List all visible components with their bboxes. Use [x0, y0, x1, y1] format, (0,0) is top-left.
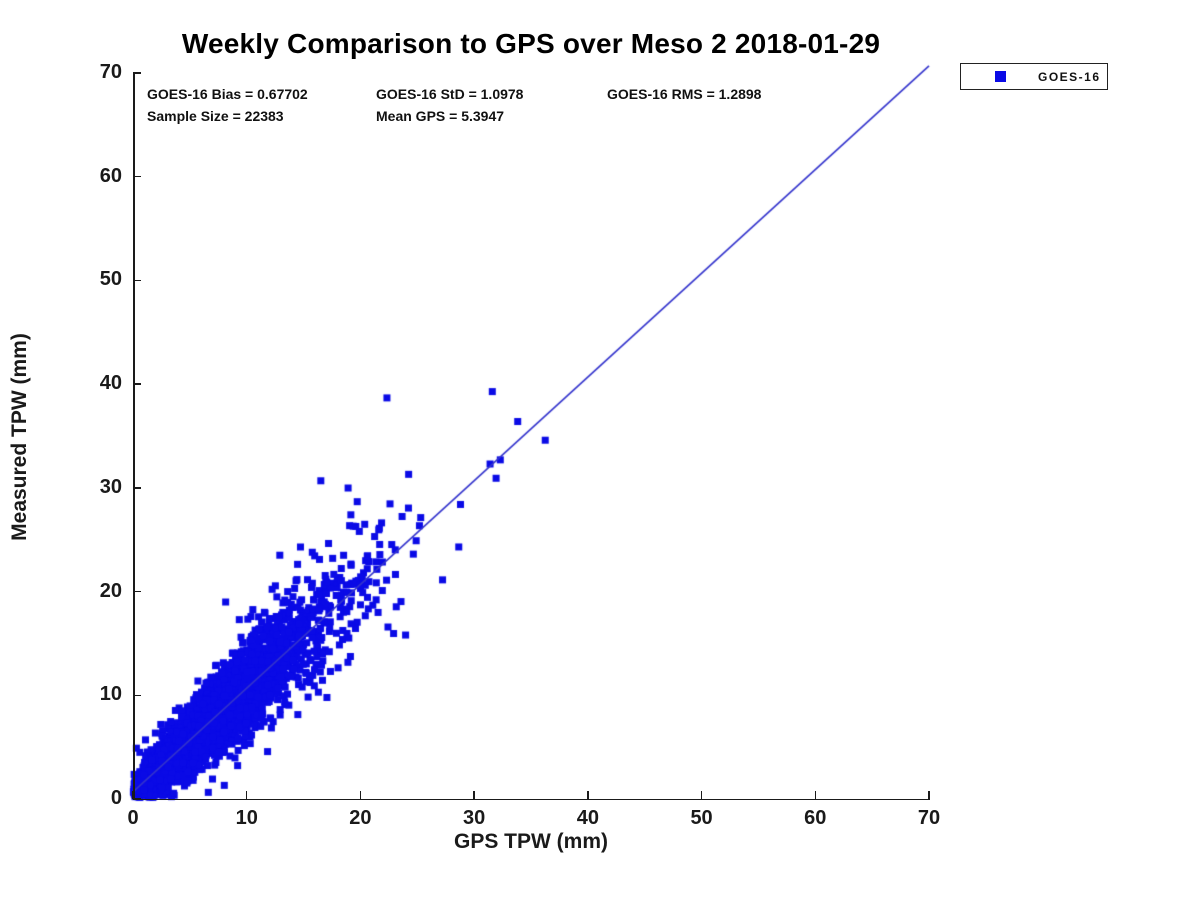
x-tick-mark [359, 791, 362, 799]
x-tick-mark [587, 791, 589, 799]
y-tick-mark [133, 590, 141, 593]
y-tick-label: 0 [110, 787, 122, 809]
y-tick-mark [133, 798, 141, 800]
y-tick-label: 50 [99, 268, 122, 291]
y-tick-label: 40 [99, 372, 122, 395]
x-axis-label: GPS TPW (mm) [453, 830, 608, 853]
legend-label: GOES-16 [1038, 69, 1101, 84]
x-tick-label: 50 [690, 807, 713, 829]
y-tick-label: 70 [99, 61, 122, 83]
y-tick-mark [133, 383, 141, 385]
y-tick-label: 20 [99, 579, 122, 602]
x-axis-line [133, 798, 930, 800]
y-tick-mark [133, 175, 141, 178]
y-axis-line [133, 73, 135, 800]
y-tick-label: 60 [99, 164, 122, 187]
y-tick-label: 10 [99, 683, 122, 706]
x-tick-mark [132, 791, 134, 799]
x-tick-mark [814, 791, 817, 799]
x-tick-label: 70 [917, 807, 941, 829]
stat-bias: GOES-16 Bias = 0.67702 [147, 86, 308, 102]
stat-mean-gps: Mean GPS = 5.3947 [376, 108, 505, 124]
x-tick-label: 10 [235, 807, 258, 829]
y-tick-mark [133, 72, 141, 74]
legend-box: GOES-16 [960, 63, 1108, 90]
y-tick-mark [133, 487, 141, 489]
x-tick-label: 40 [576, 807, 599, 829]
x-tick-label: 60 [804, 807, 827, 829]
x-tick-mark [700, 791, 703, 799]
x-tick-label: 30 [463, 807, 486, 829]
chart-title: Weekly Comparison to GPS over Meso 2 201… [181, 28, 881, 59]
x-tick-mark [473, 791, 475, 799]
x-tick-mark [245, 791, 248, 799]
stat-rms: GOES-16 RMS = 1.2898 [607, 86, 762, 102]
x-tick-label: 0 [127, 807, 139, 829]
y-axis-label: Measured TPW (mm) [8, 333, 31, 541]
y-tick-mark [133, 694, 141, 697]
x-tick-mark [928, 791, 930, 799]
stat-std: GOES-16 StD = 1.0978 [376, 86, 524, 102]
y-tick-mark [133, 279, 141, 282]
stat-sample-size: Sample Size = 22383 [147, 108, 284, 124]
legend-marker-square [995, 71, 1006, 82]
y-tick-label: 30 [99, 475, 122, 498]
x-tick-label: 20 [349, 807, 372, 829]
